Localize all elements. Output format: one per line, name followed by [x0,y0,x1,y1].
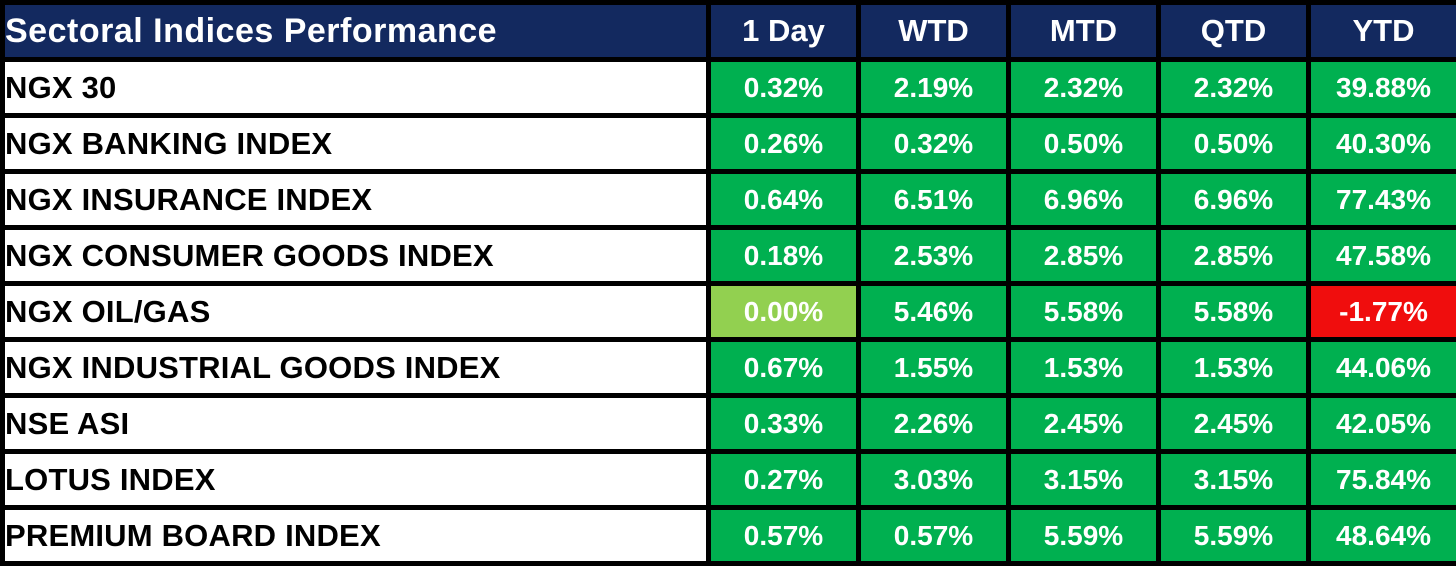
row-label: NGX INSURANCE INDEX [3,172,709,228]
column-header-wtd: WTD [859,3,1009,60]
value-cell-wtd: 0.32% [859,116,1009,172]
row-label: NGX 30 [3,60,709,116]
value-cell-ytd: 44.06% [1309,340,1456,396]
value-cell-wtd: 2.53% [859,228,1009,284]
value-cell-mtd: 5.58% [1009,284,1159,340]
row-label: PREMIUM BOARD INDEX [3,508,709,564]
value-cell-wtd: 3.03% [859,452,1009,508]
value-cell-1day: 0.18% [709,228,859,284]
value-cell-qtd: 6.96% [1159,172,1309,228]
value-cell-ytd: 39.88% [1309,60,1456,116]
value-cell-mtd: 2.32% [1009,60,1159,116]
value-cell-qtd: 0.50% [1159,116,1309,172]
row-label: LOTUS INDEX [3,452,709,508]
value-cell-mtd: 5.59% [1009,508,1159,564]
table-row: NGX CONSUMER GOODS INDEX 0.18%2.53%2.85%… [3,228,1456,284]
value-cell-ytd: 47.58% [1309,228,1456,284]
value-cell-mtd: 2.85% [1009,228,1159,284]
table-row: NGX INDUSTRIAL GOODS INDEX 0.67%1.55%1.5… [3,340,1456,396]
value-cell-ytd: 42.05% [1309,396,1456,452]
header-row: Sectoral Indices Performance 1 Day WTD M… [3,3,1456,60]
value-cell-mtd: 6.96% [1009,172,1159,228]
value-cell-wtd: 5.46% [859,284,1009,340]
value-cell-qtd: 3.15% [1159,452,1309,508]
table-row: NGX INSURANCE INDEX 0.64%6.51%6.96%6.96%… [3,172,1456,228]
value-cell-wtd: 2.19% [859,60,1009,116]
value-cell-ytd: 48.64% [1309,508,1456,564]
value-cell-ytd: 77.43% [1309,172,1456,228]
row-label: NGX BANKING INDEX [3,116,709,172]
table-row: LOTUS INDEX 0.27%3.03%3.15%3.15%75.84% [3,452,1456,508]
column-header-ytd: YTD [1309,3,1456,60]
value-cell-ytd: -1.77% [1309,284,1456,340]
value-cell-1day: 0.32% [709,60,859,116]
row-label: NSE ASI [3,396,709,452]
column-header-qtd: QTD [1159,3,1309,60]
value-cell-qtd: 2.45% [1159,396,1309,452]
row-label: NGX OIL/GAS [3,284,709,340]
value-cell-mtd: 1.53% [1009,340,1159,396]
value-cell-1day: 0.67% [709,340,859,396]
value-cell-1day: 0.27% [709,452,859,508]
value-cell-1day: 0.33% [709,396,859,452]
value-cell-wtd: 1.55% [859,340,1009,396]
value-cell-1day: 0.64% [709,172,859,228]
value-cell-wtd: 2.26% [859,396,1009,452]
value-cell-mtd: 3.15% [1009,452,1159,508]
table-row: PREMIUM BOARD INDEX 0.57%0.57%5.59%5.59%… [3,508,1456,564]
value-cell-qtd: 2.85% [1159,228,1309,284]
value-cell-wtd: 0.57% [859,508,1009,564]
value-cell-wtd: 6.51% [859,172,1009,228]
row-label: NGX CONSUMER GOODS INDEX [3,228,709,284]
table-row: NGX BANKING INDEX 0.26%0.32%0.50%0.50%40… [3,116,1456,172]
column-header-1day: 1 Day [709,3,859,60]
table-title: Sectoral Indices Performance [3,3,709,60]
column-header-mtd: MTD [1009,3,1159,60]
value-cell-ytd: 40.30% [1309,116,1456,172]
table-body: NGX 30 0.32%2.19%2.32%2.32%39.88% NGX BA… [3,60,1456,564]
value-cell-qtd: 2.32% [1159,60,1309,116]
table-row: NSE ASI 0.33%2.26%2.45%2.45%42.05% [3,396,1456,452]
value-cell-ytd: 75.84% [1309,452,1456,508]
row-label: NGX INDUSTRIAL GOODS INDEX [3,340,709,396]
value-cell-mtd: 0.50% [1009,116,1159,172]
table-row: NGX OIL/GAS 0.00%5.46%5.58%5.58%-1.77% [3,284,1456,340]
value-cell-1day: 0.00% [709,284,859,340]
value-cell-qtd: 1.53% [1159,340,1309,396]
value-cell-1day: 0.57% [709,508,859,564]
table-row: NGX 30 0.32%2.19%2.32%2.32%39.88% [3,60,1456,116]
value-cell-mtd: 2.45% [1009,396,1159,452]
value-cell-qtd: 5.58% [1159,284,1309,340]
value-cell-1day: 0.26% [709,116,859,172]
value-cell-qtd: 5.59% [1159,508,1309,564]
